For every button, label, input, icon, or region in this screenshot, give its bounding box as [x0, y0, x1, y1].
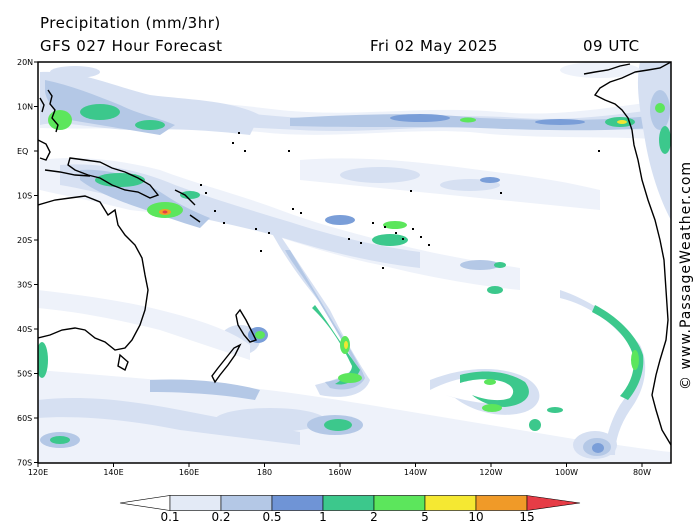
map-frame	[37, 61, 672, 464]
precipitation-field	[38, 62, 671, 463]
lon-label: 180	[257, 468, 272, 477]
lat-label: 20S	[17, 236, 32, 245]
forecast-model-label: GFS 027 Hour Forecast	[40, 37, 223, 55]
lat-label: 40S	[17, 325, 32, 334]
legend-cell	[475, 495, 528, 511]
legend-cell	[526, 495, 581, 511]
coastlines	[38, 62, 671, 446]
legend-label: 2	[370, 510, 378, 524]
legend-label: 10	[468, 510, 483, 524]
lon-label: 120W	[479, 468, 502, 477]
legend-label: 0.2	[211, 510, 230, 524]
lon-label: 80W	[633, 468, 651, 477]
lat-label: 70S	[17, 459, 32, 468]
legend-label: 0.1	[160, 510, 179, 524]
lon-label: 140W	[404, 468, 427, 477]
legend-label: 1	[319, 510, 327, 524]
lon-label: 160W	[328, 468, 351, 477]
forecast-date: Fri 02 May 2025	[370, 37, 498, 55]
lat-label: EQ	[17, 147, 28, 156]
latitude-labels: 20N 10N EQ 10S 20S 30S 40S 50S 60S 70S	[17, 58, 38, 468]
lon-label: 120E	[28, 468, 48, 477]
lat-label: 10N	[17, 103, 33, 112]
lon-label: 140E	[103, 468, 123, 477]
lat-label: 50S	[17, 370, 32, 379]
legend-cell	[119, 495, 171, 511]
chart-title: Precipitation (mm/3hr)	[40, 14, 221, 32]
legend-cell	[373, 495, 426, 511]
legend-cell	[271, 495, 324, 511]
island-markers	[200, 132, 600, 269]
forecast-time: 09 UTC	[583, 37, 640, 55]
lat-label: 10S	[17, 192, 32, 201]
legend-cell	[220, 495, 273, 511]
lat-label: 30S	[17, 281, 32, 290]
lat-label: 60S	[17, 414, 32, 423]
legend-cell	[424, 495, 477, 511]
lon-label: 100W	[555, 468, 578, 477]
lon-label: 160E	[179, 468, 199, 477]
legend-cell	[322, 495, 375, 511]
legend-label: 5	[421, 510, 429, 524]
legend-label: 0.5	[262, 510, 281, 524]
legend-cells	[119, 495, 581, 511]
lat-label: 20N	[17, 58, 33, 67]
longitude-labels: 120E 140E 160E 180 160W 140W 120W 100W 80W	[28, 463, 651, 477]
legend-labels: 0.1 0.2 0.5 1 2 5 10 15	[160, 510, 534, 524]
legend-cell	[169, 495, 222, 511]
legend-label: 15	[519, 510, 534, 524]
